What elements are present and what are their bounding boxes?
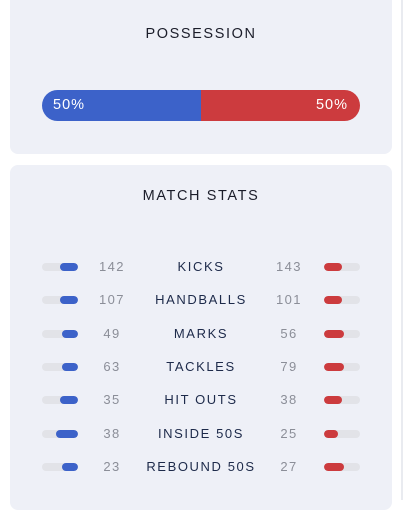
away-stat-value: 25 — [280, 425, 298, 441]
home-stat-bar-fill — [61, 362, 78, 371]
away-stat-bar — [324, 296, 360, 305]
stat-row: 38 INSIDE 50S 25 — [10, 424, 392, 444]
home-stat-bar-fill — [56, 429, 78, 438]
possession-bar: 50% 50% — [42, 90, 360, 121]
away-stat-bar — [324, 462, 360, 471]
away-stat-bar-fill — [324, 462, 344, 471]
away-stat-value: 143 — [276, 259, 302, 274]
stat-label: TACKLES — [166, 358, 236, 374]
stat-label: HIT OUTS — [164, 392, 238, 408]
possession-home-segment: 50% — [42, 90, 201, 121]
home-stat-bar-fill — [60, 396, 78, 405]
possession-home-value: 50% — [53, 97, 86, 113]
home-stat-bar-fill — [61, 462, 78, 471]
match-stats-title: MATCH STATS — [142, 188, 260, 204]
stat-label: INSIDE 50S — [157, 425, 245, 441]
match-stats-card: MATCH STATS 142 KICKS 143 107 HANDBALLS 101 49… — [10, 165, 392, 510]
stat-label: REBOUND 50S — [146, 458, 256, 474]
away-stat-value: 56 — [280, 325, 298, 341]
away-stat-bar-fill — [324, 429, 339, 438]
stat-row: 35 HIT OUTS 38 — [10, 390, 392, 410]
away-stat-bar — [324, 396, 360, 405]
stat-row: 49 MARKS 56 — [10, 324, 392, 344]
away-stat-bar — [324, 429, 360, 438]
stat-label: MARKS — [173, 325, 229, 341]
home-stat-value: 38 — [103, 425, 121, 441]
home-stat-bar — [42, 362, 78, 371]
away-stat-bar-fill — [324, 296, 342, 305]
away-stat-value: 101 — [276, 292, 302, 308]
away-stat-value: 27 — [280, 458, 298, 474]
scrollbar-track — [401, 0, 403, 500]
away-stat-bar-fill — [324, 362, 344, 371]
away-stat-bar — [324, 263, 360, 271]
home-stat-bar — [42, 396, 78, 405]
away-stat-bar — [324, 362, 360, 371]
home-stat-bar-fill — [61, 329, 78, 338]
home-stat-value: 107 — [99, 292, 125, 308]
home-stat-value: 35 — [103, 392, 121, 408]
away-stat-bar-fill — [324, 263, 342, 271]
stat-row: 107 HANDBALLS 101 — [10, 290, 392, 310]
possession-away-segment: 50% — [201, 90, 360, 121]
home-stat-bar — [42, 263, 78, 271]
stat-row: 142 KICKS 143 — [10, 257, 392, 277]
stat-label: HANDBALLS — [155, 292, 247, 308]
home-stat-value: 142 — [99, 259, 125, 274]
home-stat-bar — [42, 329, 78, 338]
possession-card: POSSESSION 50% 50% — [10, 0, 392, 154]
home-stat-bar — [42, 296, 78, 305]
away-stat-bar — [324, 329, 360, 338]
stat-row: 63 TACKLES 79 — [10, 357, 392, 377]
away-stat-value: 38 — [280, 392, 298, 408]
home-stat-bar — [42, 429, 78, 438]
home-stat-bar — [42, 462, 78, 471]
home-stat-bar-fill — [60, 296, 78, 305]
away-stat-bar-fill — [324, 396, 342, 405]
home-stat-value: 23 — [103, 458, 121, 474]
home-stat-value: 63 — [103, 358, 121, 374]
away-stat-value: 79 — [280, 358, 298, 374]
away-stat-bar-fill — [324, 329, 344, 338]
stat-label: KICKS — [177, 259, 225, 274]
home-stat-value: 49 — [103, 325, 121, 341]
home-stat-bar-fill — [60, 263, 78, 271]
possession-away-value: 50% — [315, 97, 348, 113]
possession-title: POSSESSION — [145, 26, 257, 42]
stat-row: 23 REBOUND 50S 27 — [10, 457, 392, 477]
